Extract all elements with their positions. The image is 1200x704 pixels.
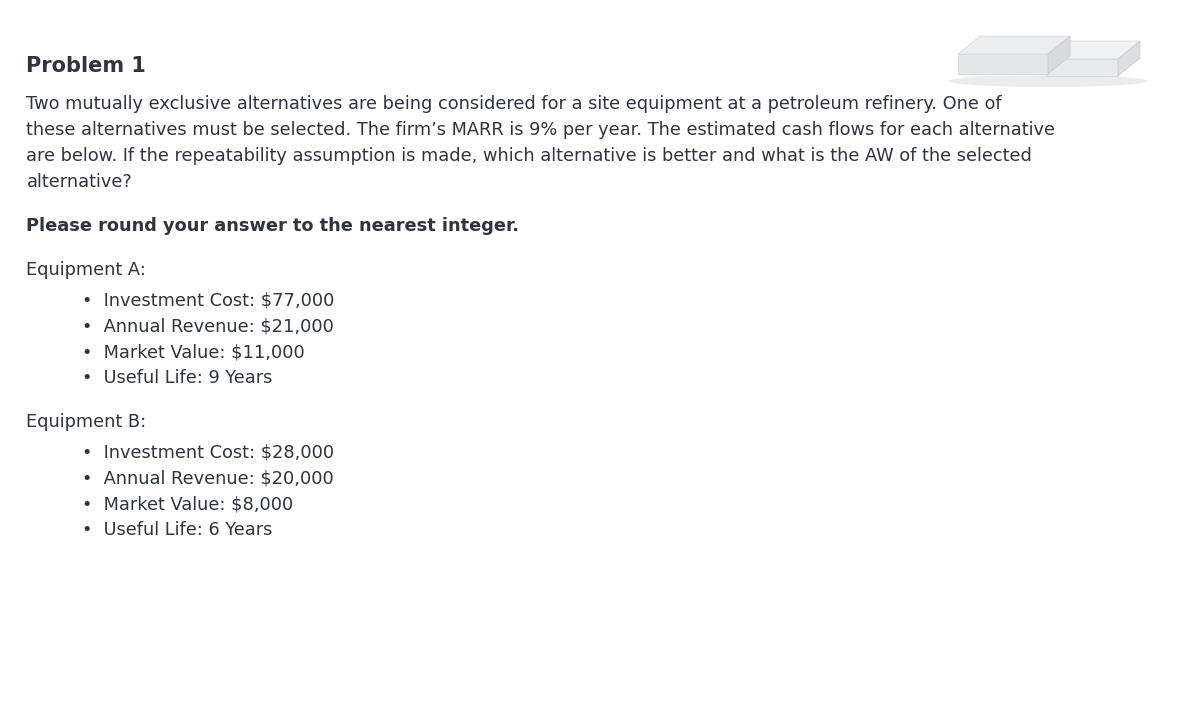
Text: •  Useful Life: 6 Years: • Useful Life: 6 Years xyxy=(82,521,272,539)
Text: Problem 1: Problem 1 xyxy=(26,56,146,76)
Text: •  Annual Revenue: $21,000: • Annual Revenue: $21,000 xyxy=(82,317,334,335)
Text: Equipment A:: Equipment A: xyxy=(26,261,146,279)
Text: •  Useful Life: 9 Years: • Useful Life: 9 Years xyxy=(82,369,272,387)
Polygon shape xyxy=(1048,36,1070,74)
Polygon shape xyxy=(1046,41,1140,59)
Text: these alternatives must be selected. The firm’s MARR is 9% per year. The estimat: these alternatives must be selected. The… xyxy=(26,121,1056,139)
Text: are below. If the repeatability assumption is made, which alternative is better : are below. If the repeatability assumpti… xyxy=(26,147,1032,165)
Text: •  Market Value: $11,000: • Market Value: $11,000 xyxy=(82,343,305,361)
Text: •  Market Value: $8,000: • Market Value: $8,000 xyxy=(82,495,293,513)
Polygon shape xyxy=(1046,59,1118,76)
Text: Please round your answer to the nearest integer.: Please round your answer to the nearest … xyxy=(26,217,520,235)
Polygon shape xyxy=(1118,41,1140,76)
Text: Two mutually exclusive alternatives are being considered for a site equipment at: Two mutually exclusive alternatives are … xyxy=(26,95,1002,113)
Text: •  Investment Cost: $77,000: • Investment Cost: $77,000 xyxy=(82,291,334,309)
Text: •  Investment Cost: $28,000: • Investment Cost: $28,000 xyxy=(82,443,334,461)
Text: Equipment B:: Equipment B: xyxy=(26,413,146,431)
Ellipse shape xyxy=(948,75,1148,87)
Polygon shape xyxy=(958,36,1070,54)
Polygon shape xyxy=(958,54,1048,74)
Text: •  Annual Revenue: $20,000: • Annual Revenue: $20,000 xyxy=(82,469,334,487)
Text: alternative?: alternative? xyxy=(26,173,132,191)
